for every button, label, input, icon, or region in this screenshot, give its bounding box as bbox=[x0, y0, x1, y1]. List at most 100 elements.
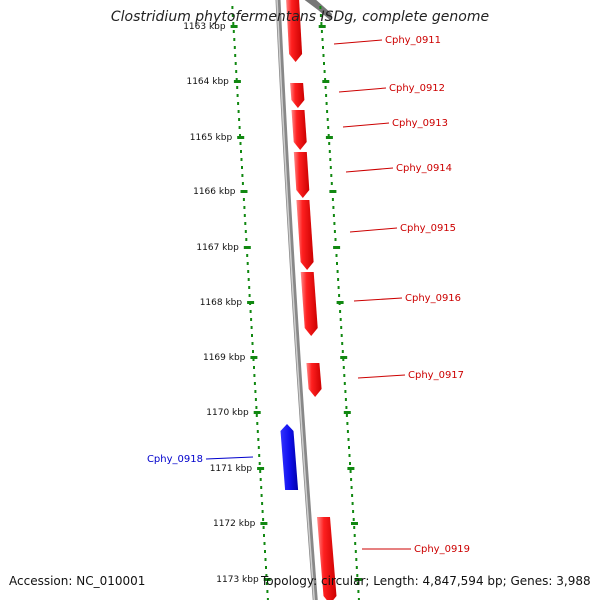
scale-major-tick-inner bbox=[263, 578, 271, 581]
outer-tick-dot bbox=[355, 558, 358, 561]
scale-major-tick-outer bbox=[322, 80, 330, 83]
outer-tick-dot bbox=[338, 294, 341, 297]
outer-tick-dot bbox=[330, 174, 333, 177]
scale-major-tick-inner bbox=[250, 356, 258, 359]
outer-tick-dot bbox=[324, 86, 327, 89]
inner-tick-dot bbox=[266, 590, 269, 593]
inner-tick-dot bbox=[264, 558, 267, 561]
gene-leader-line bbox=[353, 297, 403, 302]
inner-tick-dot bbox=[234, 54, 237, 57]
scale-label: 1172 kbp bbox=[213, 519, 256, 529]
outer-tick-dot bbox=[341, 342, 344, 345]
scale-major-tick-inner bbox=[257, 467, 265, 470]
outer-tick-dot bbox=[329, 158, 332, 161]
scale-major-tick-outer bbox=[318, 25, 326, 28]
outer-tick-dot bbox=[346, 430, 349, 433]
outer-tick-dot bbox=[345, 406, 348, 409]
inner-tick-dot bbox=[263, 542, 266, 545]
outer-tick-dot bbox=[323, 62, 325, 65]
outer-tick-dot bbox=[344, 390, 347, 393]
inner-tick-dot bbox=[240, 150, 242, 153]
inner-tick-dot bbox=[232, 30, 235, 33]
inner-tick-dot bbox=[243, 214, 246, 217]
scale-label: 1164 kbp bbox=[186, 77, 229, 87]
inner-tick-dot bbox=[246, 262, 249, 265]
scale-label: 1163 kbp bbox=[183, 22, 226, 32]
outer-tick-dot bbox=[347, 438, 350, 441]
outer-tick-dot bbox=[320, 30, 323, 33]
inner-tick-dot bbox=[255, 406, 258, 409]
gene-label-Cphy_0916: Cphy_0916 bbox=[405, 293, 461, 304]
inner-tick-dot bbox=[248, 294, 251, 297]
gene-label-Cphy_0915: Cphy_0915 bbox=[400, 223, 456, 234]
inner-tick-dot bbox=[257, 438, 260, 441]
inner-tick-dot bbox=[253, 366, 255, 369]
inner-tick-dot bbox=[245, 238, 248, 241]
outer-tick-dot bbox=[337, 286, 340, 289]
inner-tick-dot bbox=[238, 126, 241, 129]
outer-tick-dot bbox=[319, 6, 322, 9]
gene-label-Cphy_0912: Cphy_0912 bbox=[389, 83, 445, 94]
scale-major-tick-outer bbox=[347, 467, 355, 470]
outer-tick-dot bbox=[339, 318, 342, 321]
inner-tick-dot bbox=[249, 310, 252, 313]
map-title: Clostridium phytofermentans ISDg, comple… bbox=[110, 9, 490, 25]
scale-label: 1166 kbp bbox=[193, 187, 236, 197]
inner-tick-dot bbox=[262, 518, 265, 521]
outer-tick-dot bbox=[354, 542, 357, 545]
scale-label: 1168 kbp bbox=[200, 298, 243, 308]
inner-tick-dot bbox=[265, 566, 267, 569]
gene-arrow-Cphy_0919 bbox=[317, 517, 337, 600]
inner-tick-dot bbox=[265, 582, 268, 585]
inner-tick-dot bbox=[235, 78, 238, 81]
inner-tick-dot bbox=[233, 38, 236, 41]
outer-tick-dot bbox=[327, 134, 330, 137]
inner-tick-dot bbox=[251, 334, 253, 337]
outer-tick-dot bbox=[355, 566, 358, 569]
inner-tick-dot bbox=[257, 446, 260, 449]
inner-tick-dot bbox=[240, 158, 243, 161]
outer-tick-dot bbox=[352, 518, 355, 521]
outer-tick-dot bbox=[346, 422, 349, 425]
scale-major-tick-inner bbox=[233, 80, 241, 83]
gene-label-Cphy_0917: Cphy_0917 bbox=[408, 370, 464, 381]
outer-tick-dot bbox=[349, 470, 352, 473]
gene-label-Cphy_0919: Cphy_0919 bbox=[414, 544, 470, 555]
outer-tick-dot bbox=[353, 526, 356, 529]
inner-tick-dot bbox=[250, 318, 253, 321]
gene-arrow-Cphy_0911 bbox=[286, 0, 303, 62]
inner-tick-dot bbox=[259, 478, 262, 481]
inner-tick-dot bbox=[231, 6, 234, 9]
scale-major-tick-outer bbox=[354, 578, 362, 581]
gene-leader-line bbox=[345, 167, 394, 173]
inner-tick-dot bbox=[235, 70, 238, 73]
outer-tick-dot bbox=[344, 398, 347, 401]
inner-tick-dot bbox=[242, 198, 245, 201]
outer-tick-dot bbox=[351, 502, 354, 505]
outer-tick-dot bbox=[331, 198, 334, 201]
gene-leader-line bbox=[205, 456, 254, 460]
inner-tick-dot bbox=[259, 470, 262, 473]
scale-major-tick-inner bbox=[240, 190, 248, 193]
outer-tick-dot bbox=[321, 38, 324, 41]
inner-tick-dot bbox=[254, 390, 257, 393]
outer-tick-dot bbox=[337, 278, 340, 281]
inner-tick-dot bbox=[244, 222, 247, 225]
gene-leader-line bbox=[333, 39, 383, 45]
inner-tick-dot bbox=[250, 326, 253, 329]
gene-label-Cphy_0911: Cphy_0911 bbox=[385, 35, 441, 46]
scale-major-tick-inner bbox=[253, 411, 261, 414]
inner-tick-dot bbox=[247, 270, 250, 273]
outer-tick-dot bbox=[342, 358, 345, 361]
outer-tick-dot bbox=[356, 574, 359, 577]
outer-tick-dot bbox=[342, 366, 345, 369]
scale-major-tick-outer bbox=[336, 301, 344, 304]
genome-backbone bbox=[275, 0, 318, 600]
accession-text: Accession: NC_010001 bbox=[9, 574, 146, 588]
outer-tick-dot bbox=[324, 78, 327, 81]
scale-major-tick-outer bbox=[351, 522, 358, 525]
gene-label-Cphy_0913: Cphy_0913 bbox=[392, 118, 448, 129]
scale-major-tick-outer bbox=[333, 246, 341, 249]
outer-tick-dot bbox=[322, 54, 325, 57]
